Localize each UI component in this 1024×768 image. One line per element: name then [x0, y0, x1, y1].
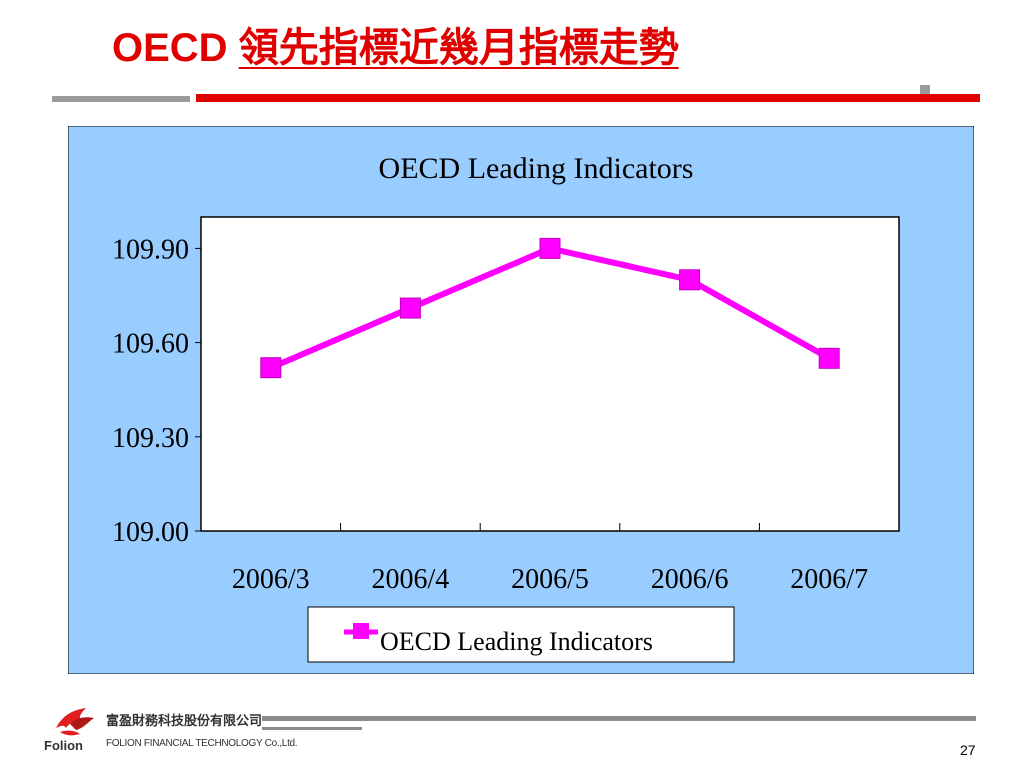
x-tick-label: 2006/5 — [511, 564, 589, 595]
legend-marker — [353, 623, 369, 639]
slide-title-chinese: 領先指標近幾月指標走勢 — [238, 26, 679, 70]
oecd-line-chart: OECD Leading Indicators 109.00 109.30 109.… — [68, 126, 974, 674]
y-tick-label: 109.60 — [112, 329, 189, 360]
data-point-marker — [399, 297, 421, 319]
slide-title: OECD 領先指標近幾月指標走勢 — [112, 22, 679, 74]
chart-title: OECD Leading Indicators — [379, 152, 694, 185]
data-point-marker — [679, 269, 701, 291]
title-rule-gray-right — [920, 85, 930, 94]
x-tick-label: 2006/3 — [232, 564, 310, 595]
title-rule-gray-left — [52, 96, 190, 102]
folion-bird-icon — [56, 708, 94, 736]
company-name-chinese: 富盈財務科技股份有限公司 — [106, 714, 263, 729]
legend: OECD Leading Indicators — [307, 606, 735, 663]
legend-box — [307, 606, 735, 663]
y-tick-label: 109.90 — [112, 234, 189, 265]
y-tick-label: 109.00 — [112, 517, 189, 548]
data-point-marker — [818, 347, 840, 369]
company-name-english: FOLION FINANCIAL TECHNOLOGY Co.,Ltd. — [106, 738, 298, 749]
x-tick-label: 2006/7 — [790, 564, 868, 595]
legend-label: OECD Leading Indicators — [380, 627, 653, 656]
footer-rule-short — [262, 727, 362, 730]
data-point-marker — [260, 357, 282, 379]
footer-rule — [262, 716, 976, 721]
data-point-marker — [539, 237, 561, 259]
y-tick-label: 109.30 — [112, 423, 189, 454]
title-rule-red — [196, 94, 980, 102]
slide-title-lead: OECD — [112, 26, 228, 70]
logo-name: Folion — [44, 738, 83, 753]
x-tick-label: 2006/6 — [651, 564, 729, 595]
page-number: 27 — [960, 742, 976, 758]
x-tick-label: 2006/4 — [372, 564, 450, 595]
company-logo: Folion 富盈財務科技股份有限公司 FOLION FINANCIAL TEC… — [42, 700, 298, 756]
plot-area — [200, 216, 900, 532]
